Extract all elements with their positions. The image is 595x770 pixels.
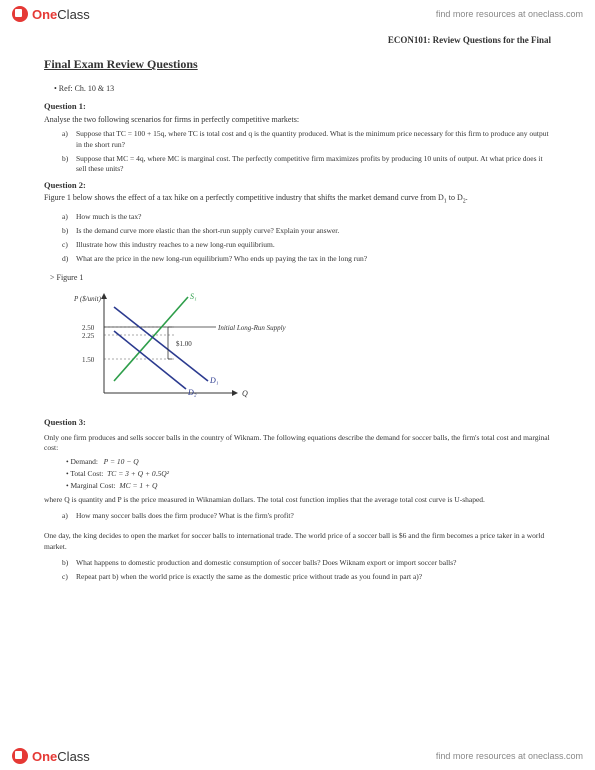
q3-b-text: What happens to domestic production and …	[76, 558, 551, 568]
q1-title: Question 1:	[44, 101, 551, 112]
q3-c-label: c)	[62, 572, 76, 582]
q3-tc: • Total Cost: TC = 3 + Q + 0.5Q²	[66, 469, 551, 479]
q3-c-text: Repeat part b) when the world price is e…	[76, 572, 551, 582]
svg-text:Initial Long-Run Supply: Initial Long-Run Supply	[217, 324, 286, 332]
svg-text:P ($/unit): P ($/unit)	[73, 295, 102, 303]
oneclass-logo-icon	[12, 6, 28, 22]
q3-mc: • Marginal Cost: MC = 1 + Q	[66, 481, 551, 491]
q2-b-label: b)	[62, 226, 76, 236]
q2-b-text: Is the demand curve more elastic than th…	[76, 226, 551, 236]
q2-c: c) Illustrate how this industry reaches …	[62, 240, 551, 250]
footer-logo-one: One	[32, 749, 57, 764]
reference-line: • Ref: Ch. 10 & 13	[54, 84, 551, 95]
q1-b: b) Suppose that MC = 4q, where MC is mar…	[62, 154, 551, 174]
header-bar: OneClass find more resources at oneclass…	[0, 0, 595, 28]
q3-b-label: b)	[62, 558, 76, 568]
q2-c-label: c)	[62, 240, 76, 250]
q2-c-text: Illustrate how this industry reaches to …	[76, 240, 551, 250]
logo: OneClass	[12, 6, 90, 22]
q2-a-text: How much is the tax?	[76, 212, 551, 222]
q3-mid: One day, the king decides to open the ma…	[44, 531, 551, 551]
svg-text:S₁: S₁	[190, 292, 197, 301]
footer-logo-class: Class	[57, 749, 90, 764]
q2-text: Figure 1 below shows the effect of a tax…	[44, 193, 551, 206]
figure-caption: > Figure 1	[50, 273, 551, 284]
figure-svg: P ($/unit) Q 2.502.25 1.50 Initial Long-Run …	[66, 289, 286, 407]
q3-a: a) How many soccer balls does the firm p…	[62, 511, 551, 521]
q3-title: Question 3:	[44, 417, 551, 428]
q1-b-label: b)	[62, 154, 76, 174]
svg-text:D₁: D₁	[209, 376, 219, 385]
main-title: Final Exam Review Questions	[44, 56, 551, 72]
q3-demand: • Demand: P = 10 − Q	[66, 457, 551, 467]
svg-text:$1.00: $1.00	[176, 340, 192, 348]
q3-where: where Q is quantity and P is the price m…	[44, 495, 551, 505]
q2-title: Question 2:	[44, 180, 551, 191]
q2-a-label: a)	[62, 212, 76, 222]
q3-a-text: How many soccer balls does the firm prod…	[76, 511, 551, 521]
q3-a-label: a)	[62, 511, 76, 521]
svg-text:2.50: 2.50	[82, 324, 95, 332]
course-header: ECON101: Review Questions for the Final	[44, 34, 551, 46]
header-tagline[interactable]: find more resources at oneclass.com	[436, 9, 583, 19]
page-content: ECON101: Review Questions for the Final …	[44, 34, 551, 736]
q1-a-text: Suppose that TC = 100 + 15q, where TC is…	[76, 129, 551, 149]
q1-text: Analyse the two following scenarios for …	[44, 115, 551, 126]
q3-b: b) What happens to domestic production a…	[62, 558, 551, 568]
q2-d: d) What are the price in the new long-ru…	[62, 254, 551, 264]
logo-text-one: One	[32, 7, 57, 22]
q2-a: a) How much is the tax?	[62, 212, 551, 222]
q1-a-label: a)	[62, 129, 76, 149]
oneclass-logo-icon	[12, 748, 28, 764]
q3-c: c) Repeat part b) when the world price i…	[62, 572, 551, 582]
svg-text:Q: Q	[242, 389, 248, 398]
figure-1: P ($/unit) Q 2.502.25 1.50 Initial Long-Run …	[66, 289, 551, 411]
q2-b: b) Is the demand curve more elastic than…	[62, 226, 551, 236]
q3-intro: Only one firm produces and sells soccer …	[44, 433, 551, 453]
svg-text:D₂: D₂	[187, 388, 197, 397]
footer-tagline[interactable]: find more resources at oneclass.com	[436, 751, 583, 761]
svg-text:2.25: 2.25	[82, 332, 95, 340]
logo-text-class: Class	[57, 7, 90, 22]
footer-logo: OneClass	[12, 748, 90, 764]
svg-text:1.50: 1.50	[82, 356, 95, 364]
q2-d-text: What are the price in the new long-run e…	[76, 254, 551, 264]
footer-bar: OneClass find more resources at oneclass…	[0, 742, 595, 770]
q1-a: a) Suppose that TC = 100 + 15q, where TC…	[62, 129, 551, 149]
q1-b-text: Suppose that MC = 4q, where MC is margin…	[76, 154, 551, 174]
q2-d-label: d)	[62, 254, 76, 264]
